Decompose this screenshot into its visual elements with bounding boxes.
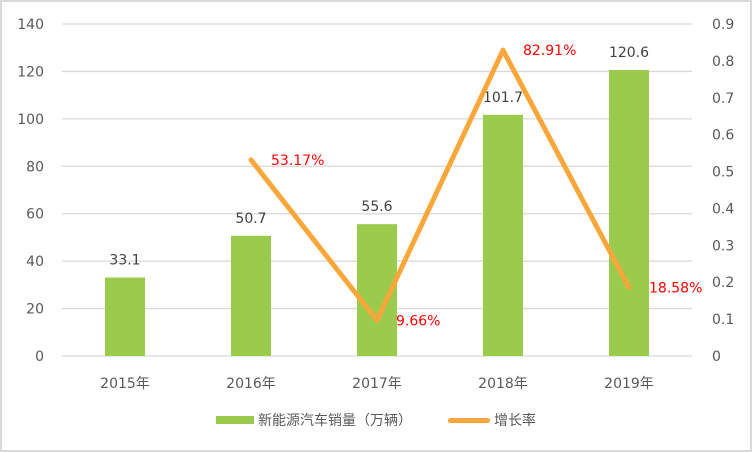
left-tick-label: 100 <box>17 112 44 128</box>
bar <box>231 235 271 356</box>
left-tick-label: 80 <box>26 159 44 175</box>
growth-rate-label: 53.17% <box>271 153 324 169</box>
legend-label-sales: 新能源汽车销量（万辆） <box>258 413 412 429</box>
growth-rate-label: 82.91% <box>523 43 576 59</box>
legend-item-sales[interactable]: 新能源汽车销量（万辆） <box>216 410 412 430</box>
category-label: 2017年 <box>352 376 402 392</box>
right-tick-label: 0.9 <box>712 17 734 33</box>
line-swatch-icon <box>448 417 490 423</box>
bar-swatch-icon <box>216 416 254 424</box>
growth-rate-label: 9.66% <box>396 313 440 329</box>
growth-rate-label: 18.58% <box>649 280 702 296</box>
category-label: 2015年 <box>100 376 150 392</box>
right-tick-label: 0.2 <box>712 275 734 291</box>
left-axis: 0 20 40 60 80 100 120 140 <box>17 17 44 365</box>
legend-item-growth[interactable]: 增长率 <box>448 410 536 430</box>
bar-value-label: 55.6 <box>361 199 392 215</box>
right-tick-label: 0.4 <box>712 201 734 217</box>
bar <box>483 114 523 356</box>
right-axis: 0 0.1 0.2 0.3 0.4 0.5 0.6 0.7 0.8 0.9 <box>712 17 734 365</box>
left-tick-label: 140 <box>17 17 44 33</box>
growth-line <box>248 47 632 323</box>
left-tick-label: 0 <box>35 349 44 365</box>
left-tick-label: 20 <box>26 302 44 318</box>
right-tick-label: 0.7 <box>712 91 734 107</box>
left-tick-label: 60 <box>26 207 44 223</box>
growth-rate-labels: 53.17% 9.66% 82.91% 18.58% <box>271 43 702 329</box>
right-tick-label: 0.1 <box>712 312 734 328</box>
legend: 新能源汽车销量（万辆） 增长率 <box>0 408 752 432</box>
right-tick-label: 0 <box>712 349 721 365</box>
gridlines <box>62 23 692 357</box>
sales-bars <box>105 70 649 357</box>
x-axis-categories: 2015年 2016年 2017年 2018年 2019年 <box>100 376 654 392</box>
left-tick-label: 120 <box>17 64 44 80</box>
category-label: 2019年 <box>604 376 654 392</box>
bar-value-label: 120.6 <box>609 45 649 61</box>
category-label: 2018年 <box>478 376 528 392</box>
bar-value-label: 50.7 <box>235 211 266 227</box>
left-tick-label: 40 <box>26 254 44 270</box>
sales-bar-labels: 33.1 50.7 55.6 101.7 120.6 <box>109 45 649 269</box>
legend-label-growth: 增长率 <box>494 413 536 429</box>
bar <box>105 277 145 356</box>
bar-value-label: 101.7 <box>483 90 523 106</box>
bar-value-label: 33.1 <box>109 253 140 269</box>
category-label: 2016年 <box>226 376 276 392</box>
growth-rate-line <box>248 47 632 323</box>
right-tick-label: 0.6 <box>712 128 734 144</box>
bar <box>609 70 649 357</box>
right-tick-label: 0.5 <box>712 165 734 181</box>
right-tick-label: 0.8 <box>712 54 734 70</box>
right-tick-label: 0.3 <box>712 238 734 254</box>
